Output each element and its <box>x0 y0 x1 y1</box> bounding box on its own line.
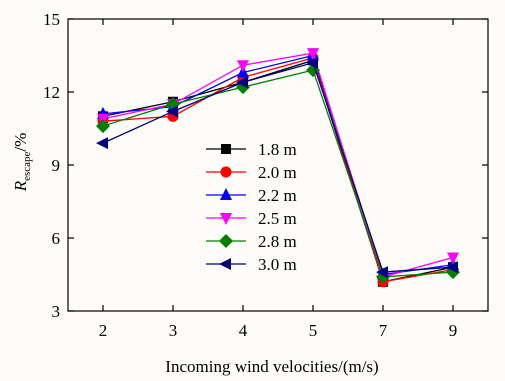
x-axis: 2 3 4 5 7 9 <box>99 19 458 340</box>
y-axis-label: Rescape/% <box>11 133 33 193</box>
y-tick-label: 15 <box>43 10 60 29</box>
x-tick-label: 7 <box>379 321 388 340</box>
series-line <box>102 52 454 278</box>
legend-marker <box>220 213 232 225</box>
data-point <box>376 266 388 279</box>
legend-marker <box>221 144 231 154</box>
legend-label: 3.0 m <box>258 255 297 274</box>
legend-marker <box>220 188 232 200</box>
legend-label: 2.0 m <box>258 163 297 182</box>
legend-marker <box>220 166 232 178</box>
y-tick-label: 12 <box>43 83 60 102</box>
legend-item: 2.5 m <box>206 209 297 228</box>
y-axis: 3 6 9 12 15 <box>43 10 488 321</box>
data-point <box>96 119 110 134</box>
legend-item: 2.8 m <box>206 232 297 251</box>
x-tick-label: 4 <box>239 321 248 340</box>
legend-marker <box>219 258 231 270</box>
y-axis-label-subscript: escape <box>21 151 33 180</box>
legend-label: 2.2 m <box>258 186 297 205</box>
x-axis-label: Incoming wind velocities/(m/s) <box>165 357 378 376</box>
data-point <box>237 60 249 73</box>
data-point <box>307 48 319 61</box>
x-tick-label: 9 <box>449 321 458 340</box>
series-line <box>102 69 454 278</box>
data-point <box>447 252 459 265</box>
series-5 <box>96 56 458 279</box>
series-line <box>102 62 454 273</box>
legend-item: 1.8 m <box>206 140 297 159</box>
x-tick-label: 5 <box>309 321 318 340</box>
legend: 1.8 m 2.0 m 2.2 m 2.5 m 2.8 m 3.0 m <box>206 140 297 274</box>
x-tick-label: 3 <box>169 321 178 340</box>
data-point <box>306 56 318 69</box>
legend-item: 2.0 m <box>206 163 297 182</box>
y-tick-label: 6 <box>52 229 61 248</box>
data-point <box>166 105 178 118</box>
legend-marker <box>219 234 233 248</box>
data-point <box>96 137 108 150</box>
data-point <box>236 76 248 89</box>
legend-label: 1.8 m <box>258 140 297 159</box>
y-tick-label: 9 <box>52 156 61 175</box>
series-layer <box>96 48 460 288</box>
data-point <box>446 261 458 274</box>
y-axis-label-suffix: /% <box>11 133 30 152</box>
legend-label: 2.8 m <box>258 232 297 251</box>
y-tick-label: 3 <box>52 302 61 321</box>
legend-item: 2.2 m <box>206 186 297 205</box>
legend-label: 2.5 m <box>258 209 297 228</box>
x-tick-label: 2 <box>99 321 108 340</box>
series-4 <box>96 63 460 284</box>
legend-item: 3.0 m <box>206 255 297 274</box>
